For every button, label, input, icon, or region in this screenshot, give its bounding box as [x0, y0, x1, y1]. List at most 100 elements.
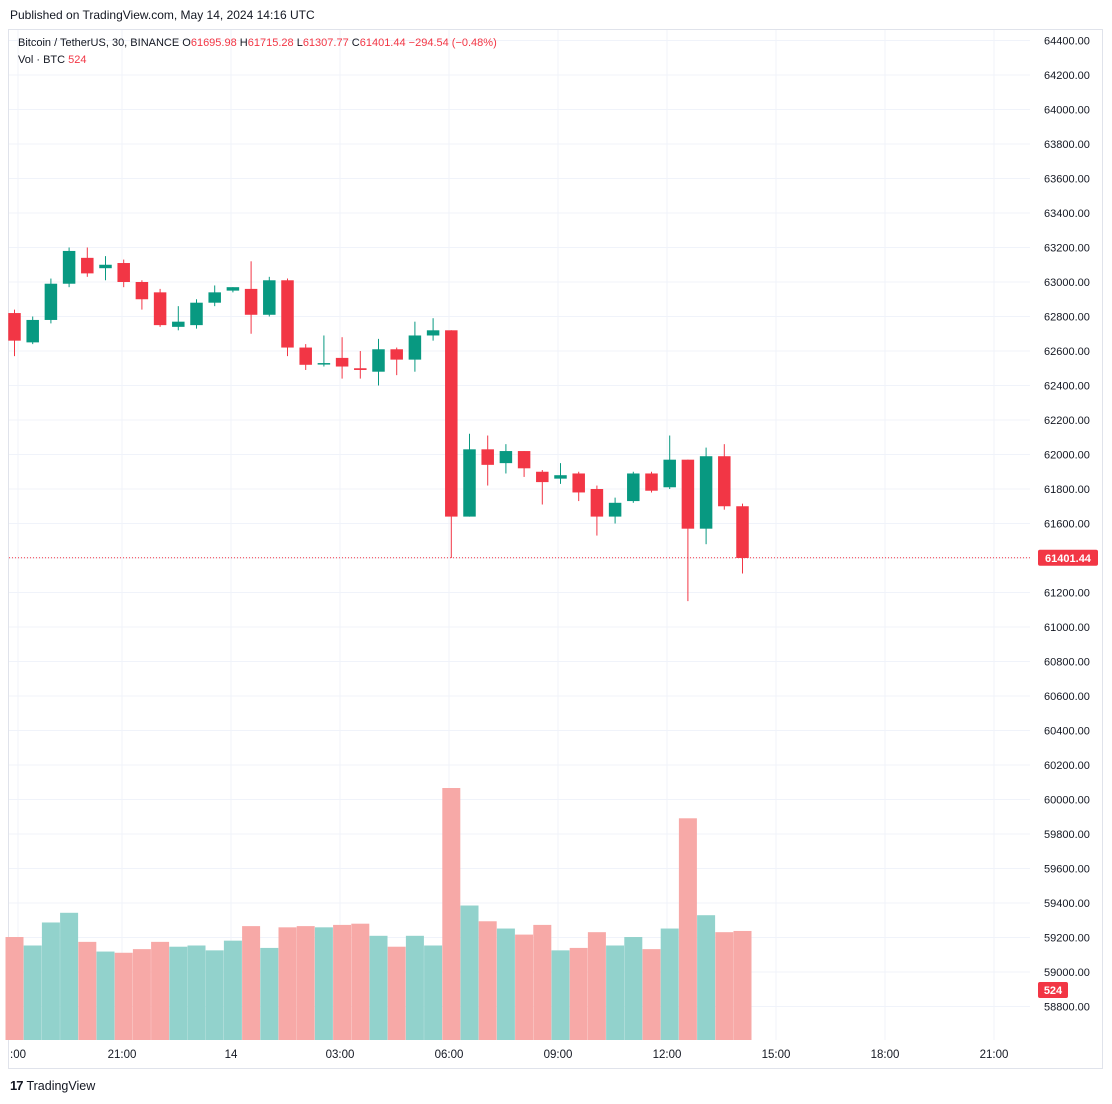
candle-body	[608, 502, 622, 517]
candle-body	[354, 368, 367, 370]
candle-body	[153, 292, 167, 326]
legend-volume-row: Vol · BTC 524	[18, 52, 497, 69]
y-tick-label: 62800.00	[1044, 312, 1090, 324]
y-tick-label: 61200.00	[1044, 588, 1090, 600]
close-label: C	[351, 37, 360, 49]
volume-bar	[78, 941, 97, 1040]
candle-body	[117, 263, 130, 282]
volume-bar	[23, 945, 42, 1040]
candle-body	[663, 459, 676, 488]
y-tick-label: 63000.00	[1044, 277, 1090, 289]
volume-bar	[151, 941, 170, 1040]
high-value: 61715.28	[247, 37, 294, 49]
volume-bar	[551, 950, 570, 1040]
y-tick-label: 63200.00	[1044, 243, 1090, 255]
candle-body	[26, 319, 39, 343]
volume-bar	[132, 949, 151, 1040]
x-tick-label: 06:00	[435, 1049, 464, 1061]
last-price-badge	[1038, 549, 1098, 566]
candle-body	[572, 473, 585, 493]
volume-bar	[460, 905, 479, 1040]
volume-bar	[351, 923, 370, 1040]
candle-body	[226, 287, 240, 291]
volume-bar	[114, 952, 133, 1040]
open-value: 61695.98	[190, 37, 237, 49]
tradingview-logo-icon[interactable]: 17	[10, 1078, 24, 1093]
y-tick-label: 60400.00	[1044, 726, 1090, 738]
chart-frame	[8, 29, 1103, 1069]
symbol-name[interactable]: Bitcoin / TetherUS, 30, BINANCE	[18, 37, 180, 49]
volume-bar	[314, 927, 333, 1040]
volume-bar	[96, 951, 115, 1040]
y-tick-label: 61600.00	[1044, 519, 1090, 531]
y-tick-label: 59800.00	[1044, 829, 1090, 841]
volume-bar	[223, 940, 242, 1040]
candle-body	[736, 506, 749, 558]
candle-body	[699, 456, 713, 529]
x-tick-label: 12:00	[653, 1049, 682, 1061]
volume-bar	[405, 935, 424, 1040]
candle-body	[390, 349, 403, 360]
candle-body	[645, 473, 658, 491]
volume-bar	[678, 818, 697, 1040]
legend-price-row: Bitcoin / TetherUS, 30, BINANCE O61695.9…	[18, 35, 497, 52]
x-tick-label: 21:00	[980, 1049, 1009, 1061]
grid	[9, 30, 1030, 1040]
candle-body	[463, 449, 476, 517]
y-tick-label: 62600.00	[1044, 346, 1090, 358]
y-tick-label: 60000.00	[1044, 795, 1090, 807]
volume-bar	[569, 947, 588, 1040]
y-tick-label: 59600.00	[1044, 864, 1090, 876]
volume-bar	[5, 937, 24, 1040]
candle-body	[481, 449, 494, 465]
footer: 17 TradingView	[10, 1078, 95, 1093]
volume-bar	[442, 788, 461, 1040]
candle-body	[244, 288, 258, 315]
volume-value: 524	[68, 54, 87, 66]
volume-bar	[496, 928, 515, 1040]
candle-body	[681, 459, 695, 529]
candle-body	[718, 456, 731, 507]
volume-bar	[41, 922, 60, 1040]
y-tick-label: 60200.00	[1044, 760, 1090, 772]
volume-bar	[660, 928, 679, 1040]
volume-bar	[296, 926, 315, 1040]
y-tick-label: 63600.00	[1044, 174, 1090, 186]
candle-body	[536, 471, 549, 483]
candle-body	[99, 264, 112, 269]
candle-body	[8, 313, 21, 341]
volume-label[interactable]: Vol · BTC	[18, 54, 66, 66]
candle-body	[81, 257, 94, 274]
y-tick-label: 59200.00	[1044, 933, 1090, 945]
price-candles	[8, 247, 749, 602]
candle-body	[299, 347, 312, 365]
candle-body	[372, 349, 385, 372]
volume-bar	[624, 937, 643, 1040]
x-tick-label: 14	[225, 1049, 238, 1061]
candle-body	[190, 302, 203, 326]
volume-bar	[260, 947, 279, 1040]
y-tick-label: 60800.00	[1044, 657, 1090, 669]
low-label: L	[296, 37, 303, 49]
y-tick-label: 60600.00	[1044, 691, 1090, 703]
volume-bar	[642, 949, 661, 1040]
volume-bar	[187, 945, 206, 1040]
high-label: H	[239, 37, 248, 49]
volume-bar	[60, 912, 79, 1040]
published-caption: Published on TradingView.com, May 14, 20…	[10, 8, 315, 22]
low-value: 61307.77	[302, 37, 349, 49]
x-tick-label: 18:00	[871, 1049, 900, 1061]
volume-bar	[369, 935, 388, 1040]
candle-body	[62, 250, 76, 284]
y-tick-label: 61000.00	[1044, 622, 1090, 634]
candle-body	[135, 282, 149, 300]
y-tick-label: 61800.00	[1044, 484, 1090, 496]
footer-brand[interactable]: TradingView	[26, 1078, 96, 1093]
volume-bar	[169, 946, 188, 1040]
y-tick-label: 62200.00	[1044, 415, 1090, 427]
volume-bar	[533, 924, 552, 1040]
x-tick-label: 03:00	[326, 1049, 355, 1061]
volume-bar	[715, 932, 734, 1040]
y-tick-label: 62000.00	[1044, 450, 1090, 462]
